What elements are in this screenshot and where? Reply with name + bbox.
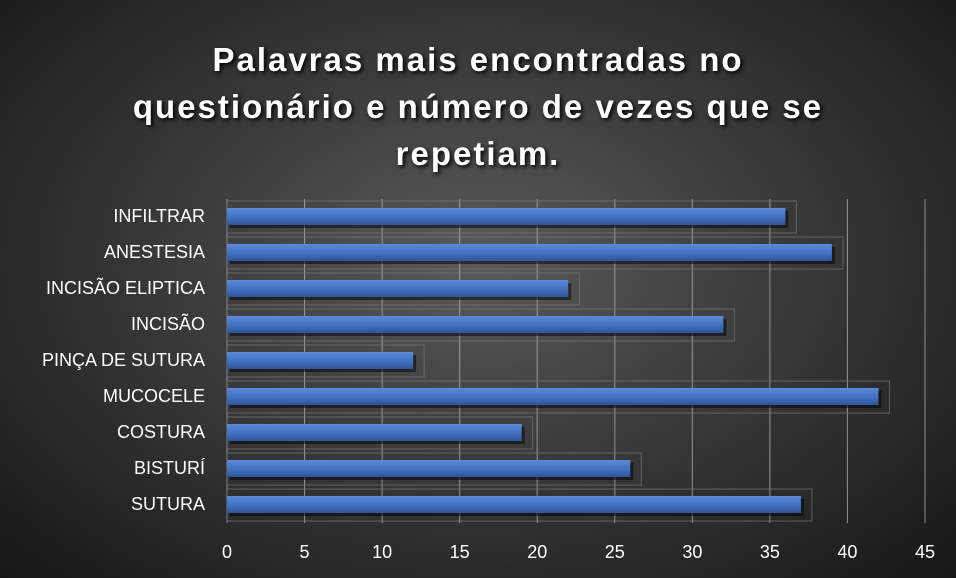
- x-tick-label: 35: [760, 542, 780, 562]
- x-tick-label: 5: [300, 542, 310, 562]
- y-tick-label: INCISÃO: [131, 313, 205, 334]
- bar: [227, 388, 879, 405]
- bar: [227, 352, 414, 369]
- bar: [227, 460, 631, 477]
- x-tick-label: 25: [605, 542, 625, 562]
- bar: [227, 316, 724, 333]
- x-tick-label: 40: [837, 542, 857, 562]
- y-tick-label: MUCOCELE: [103, 386, 205, 406]
- x-tick-label: 20: [527, 542, 547, 562]
- y-tick-label: COSTURA: [117, 422, 205, 442]
- chart-title: Palavras mais encontradas no questionári…: [132, 41, 824, 172]
- y-tick-label: PINÇA DE SUTURA: [42, 350, 205, 370]
- bar: [227, 208, 786, 225]
- x-tick-label: 15: [450, 542, 470, 562]
- bar: [227, 280, 569, 297]
- y-tick-label: ANESTESIA: [104, 242, 205, 262]
- bar: [227, 244, 832, 261]
- x-tick-label: 0: [222, 542, 232, 562]
- x-tick-label: 10: [372, 542, 392, 562]
- y-tick-label: SUTURA: [131, 494, 205, 514]
- y-tick-label: INFILTRAR: [113, 206, 205, 226]
- bar: [227, 496, 801, 513]
- bar: [227, 424, 522, 441]
- x-tick-label: 30: [682, 542, 702, 562]
- x-tick-label: 45: [915, 542, 935, 562]
- y-tick-label: INCISÃO ELIPTICA: [46, 277, 205, 298]
- y-tick-label: BISTURÍ: [134, 458, 205, 478]
